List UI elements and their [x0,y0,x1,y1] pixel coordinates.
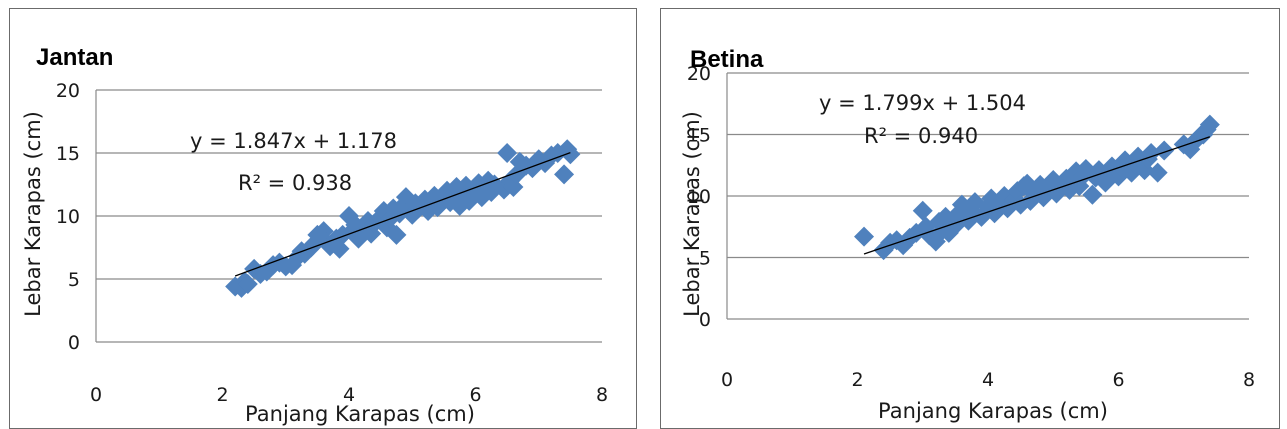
data-point [329,238,350,259]
y-tick-label: 10 [56,206,80,228]
x-tick-label: 6 [1112,369,1124,391]
data-points [854,114,1220,261]
trendline [863,136,1211,255]
data-point [1049,176,1070,197]
data-point [1186,129,1207,150]
chart-panel-jantan: 0 5 10 15 20 0 2 4 6 8 Jantan y = 1.847x + 1.178 R² … [9,8,637,429]
regression-equation: y = 1.799x + 1.504 [819,91,1026,115]
scatter-chart-betina: 0 5 10 15 20 0 2 4 6 8 Betina y = 1.799x + 1.504 R² … [680,46,1255,423]
y-tick-label: 5 [68,269,80,291]
y-tick-label: 0 [699,309,711,331]
trendline [234,152,571,277]
y-axis-label: Lebar Karapas (cm) [21,111,45,317]
regression-equation: y = 1.847x + 1.178 [190,129,397,153]
chart-panel-betina: 0 5 10 15 20 0 2 4 6 8 Betina y = 1.799x + 1.504 R² … [660,8,1280,429]
data-point [1199,114,1220,135]
data-point [493,179,514,200]
x-tick-label: 4 [343,384,355,406]
data-point [1033,187,1054,208]
data-point [386,224,407,245]
data-point [1066,161,1087,182]
data-point [237,274,258,295]
data-point [282,255,303,276]
data-point [554,164,575,185]
y-tick-label: 15 [56,143,80,165]
x-tick-label: 8 [596,384,608,406]
chart-title: Jantan [36,44,113,71]
x-tick-label: 8 [1243,369,1255,391]
x-axis-label: Panjang Karapas (cm) [245,402,475,426]
r-squared-label: R² = 0.940 [864,124,978,148]
data-point [509,151,530,172]
data-point [560,144,581,165]
x-axis-label: Panjang Karapas (cm) [878,399,1108,423]
data-point [1088,160,1109,181]
data-point [1098,163,1119,184]
scatter-chart-jantan: 0 5 10 15 20 0 2 4 6 8 Jantan y = 1.847x + 1.178 R² … [21,44,608,426]
y-axis-label: Lebar Karapas (cm) [680,111,704,317]
data-point [1082,184,1103,205]
data-point [497,143,518,163]
x-tick-label: 0 [90,384,102,406]
data-point [1154,140,1175,161]
data-points [225,139,581,298]
x-tick-label: 0 [721,369,733,391]
r-squared-label: R² = 0.938 [238,171,352,195]
data-point [899,227,920,248]
chart-title: Betina [690,46,764,73]
data-point [1056,168,1077,189]
x-tick-label: 6 [469,384,481,406]
x-tick-label: 2 [216,384,228,406]
y-tick-label: 0 [68,332,80,354]
y-tick-label: 20 [56,80,80,102]
data-point [1115,150,1136,171]
y-tick-label: 5 [699,248,711,270]
data-point [1017,173,1038,194]
data-point [984,203,1005,224]
data-point [919,225,940,246]
data-point [854,226,875,247]
y-tick-label: 15 [687,125,711,147]
data-point [935,206,956,227]
data-point [951,194,972,215]
y-tick-label: 20 [687,63,711,85]
y-tick-label: 10 [687,186,711,208]
data-point [1147,162,1168,183]
x-tick-label: 2 [851,369,863,391]
data-point [912,200,933,221]
data-point [1121,162,1142,183]
data-point [1007,181,1028,202]
x-tick-label: 4 [982,369,994,391]
